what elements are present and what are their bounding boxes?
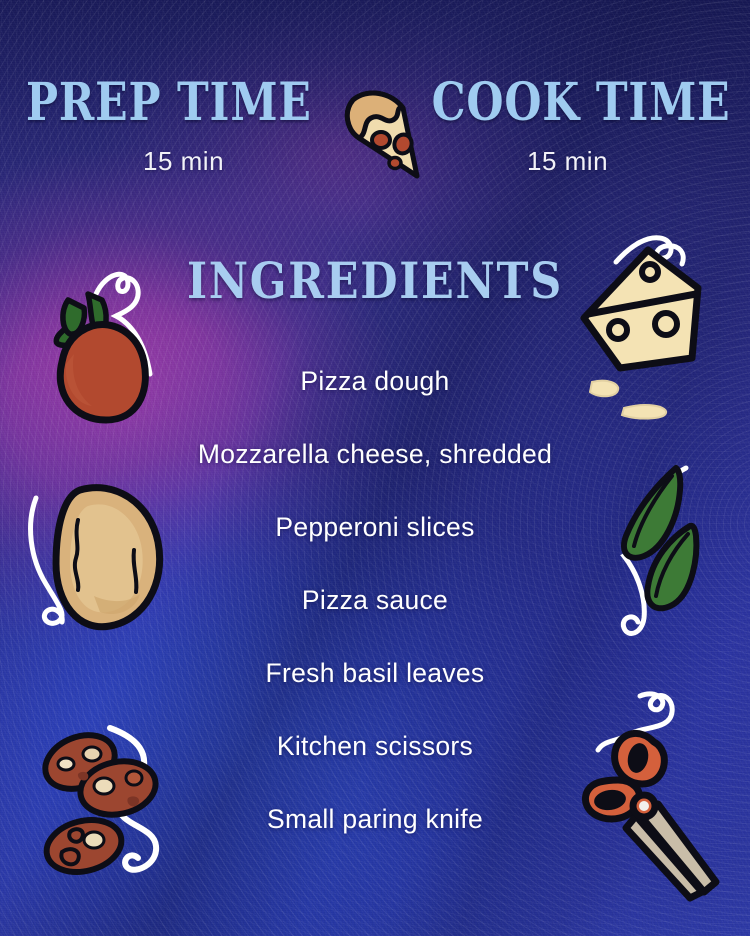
ingredient-item: Fresh basil leaves — [265, 658, 485, 688]
scissors-icon — [582, 691, 750, 902]
ingredient-item: Pepperoni slices — [275, 512, 475, 542]
cook-time-value: 15 min — [527, 146, 609, 176]
ingredient-item: Pizza sauce — [301, 585, 449, 615]
ingredient-item: Small paring knife — [266, 804, 484, 834]
time-row: Prep Time Cook Time — [0, 74, 750, 138]
prep-time-heading: Prep Time — [26, 72, 312, 133]
ingredient-item: Mozzarella cheese, shredded — [197, 439, 553, 469]
ingredients-list: Pizza dough Mozzarella cheese, shredded … — [0, 345, 750, 856]
pepperoni-slices-icon — [32, 722, 217, 902]
ingredient-item: Pizza dough — [300, 366, 450, 396]
basil-leaves-icon — [594, 452, 750, 652]
dough-ball-icon — [22, 462, 192, 637]
prep-time-value: 15 min — [143, 146, 225, 176]
cook-time-heading: Cook Time — [431, 72, 730, 133]
ingredient-item: Kitchen scissors — [276, 731, 474, 761]
cheese-wedge-icon — [574, 222, 734, 422]
ingredients-title: Ingredients — [186, 251, 564, 310]
tomato-icon — [32, 242, 202, 427]
pizza-slice-icon — [333, 78, 441, 179]
